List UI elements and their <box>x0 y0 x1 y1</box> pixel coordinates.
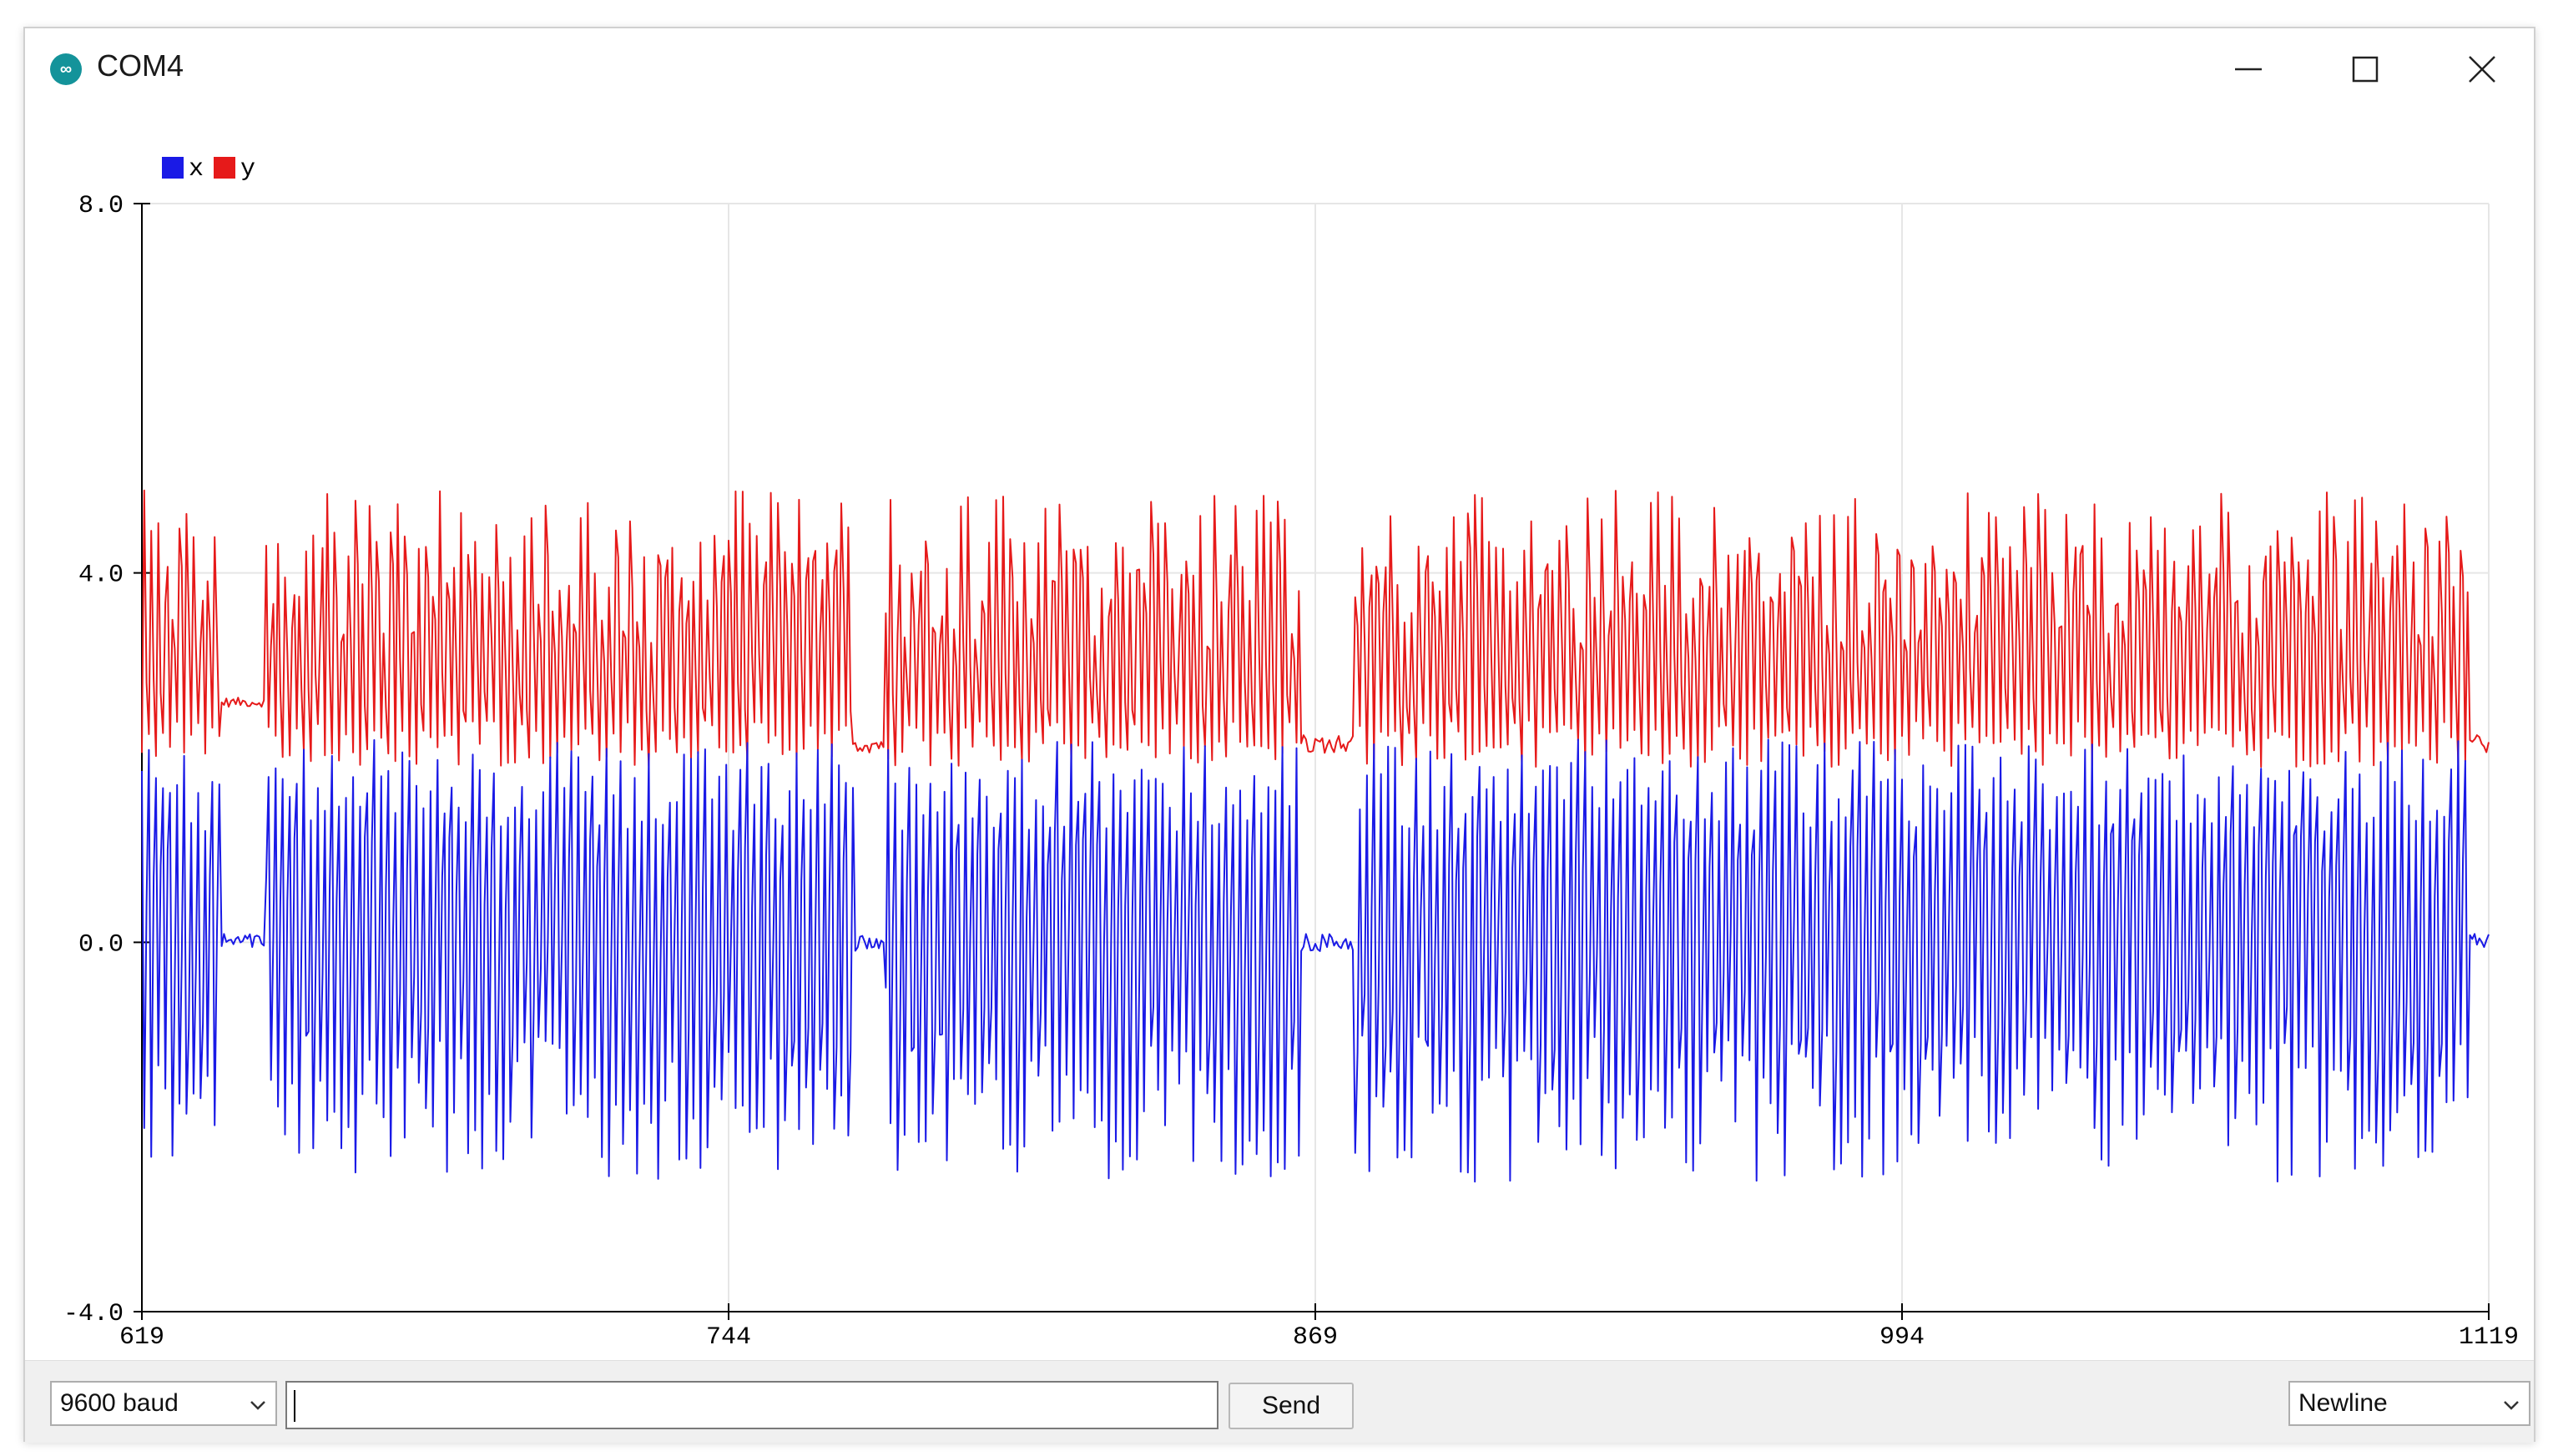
chevron-down-icon <box>2504 1401 2519 1410</box>
x-tick-label: 744 <box>706 1323 751 1352</box>
chevron-down-icon <box>250 1401 265 1410</box>
legend-label-y: y <box>240 155 255 184</box>
window-title: COM4 <box>97 48 184 83</box>
maximize-button[interactable] <box>2307 28 2424 110</box>
minimize-button[interactable] <box>2190 28 2307 110</box>
line-ending-select[interactable]: Newline <box>2288 1381 2530 1426</box>
x-tick-label: 1119 <box>2459 1323 2519 1352</box>
x-tick-label: 994 <box>1879 1323 1925 1352</box>
text-caret <box>294 1390 295 1422</box>
y-tick-label: 0.0 <box>78 930 124 959</box>
legend-swatch-x <box>162 157 184 179</box>
y-tick-label: -4.0 <box>63 1300 124 1328</box>
x-tick-label: 619 <box>119 1323 164 1352</box>
baud-rate-value: 9600 baud <box>60 1389 179 1417</box>
y-tick-label: 8.0 <box>78 192 124 220</box>
maximize-icon <box>2352 56 2379 83</box>
close-button[interactable] <box>2424 28 2540 110</box>
arduino-icon: ∞ <box>50 53 82 85</box>
title-bar[interactable]: ∞ COM4 <box>25 28 2534 110</box>
line-ending-value: Newline <box>2298 1389 2388 1417</box>
message-input[interactable] <box>285 1381 1218 1429</box>
series-line-y <box>141 489 2490 768</box>
legend-swatch-y <box>214 157 235 179</box>
send-button[interactable]: Send <box>1229 1383 1354 1429</box>
serial-plotter-window: ∞ COM4 8.0 4.0 0.0 -4.0 619 744 869 994 1119 x y 9… <box>23 27 2535 1443</box>
series-line-x <box>141 738 2490 1183</box>
legend-label-x: x <box>189 155 204 184</box>
bottom-toolbar: 9600 baud Send Newline <box>25 1360 2534 1443</box>
y-tick-label: 4.0 <box>78 562 124 590</box>
minimize-icon <box>2235 68 2262 71</box>
x-tick-label: 869 <box>1293 1323 1338 1352</box>
baud-rate-select[interactable]: 9600 baud <box>50 1381 277 1426</box>
close-icon <box>2469 56 2495 83</box>
